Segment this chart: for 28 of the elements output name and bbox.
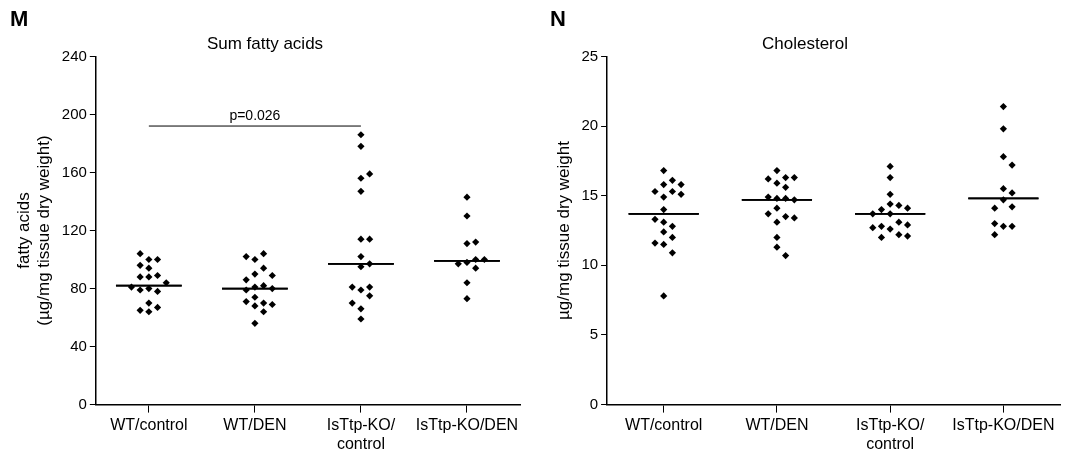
chart-title: Sum fatty acids: [206, 33, 324, 53]
y-axis-title: µg/mg tissue dry weight: [553, 140, 573, 320]
y-tick-label: 120: [61, 220, 87, 238]
y-tick-label: 160: [61, 162, 87, 180]
y-tick-label: 80: [70, 278, 87, 296]
y-tick-label: 240: [61, 46, 87, 64]
x-tick-label: IsTtp-KO/DEN: [415, 415, 519, 433]
y-tick-label: 20: [581, 116, 599, 134]
chart-title: Cholesterol: [762, 33, 848, 53]
x-tick-label: WT/DEN: [745, 415, 809, 433]
x-tick-label: WT/DEN: [223, 415, 287, 433]
y-tick-label: 5: [589, 325, 599, 343]
y-tick-label: 40: [70, 336, 87, 354]
y-tick-label: 0: [589, 394, 599, 412]
y-tick-label: 15: [581, 185, 599, 203]
x-tick-label: WT/control: [625, 415, 703, 433]
x-tick-label: IsTtp-KO/DEN: [952, 415, 1055, 433]
y-axis-title: fatty acids (µg/mg tissue dry weight): [13, 135, 54, 326]
x-tick-label: IsTtp-KO/control: [855, 415, 925, 452]
y-tick-label: 10: [581, 255, 599, 273]
text: M: [10, 6, 29, 32]
y-tick-label: 0: [78, 394, 87, 412]
x-tick-label: IsTtp-KO/control: [326, 415, 396, 452]
y-tick-label: 25: [581, 46, 599, 64]
text: N: [550, 6, 566, 32]
annotation: p=0.026: [229, 106, 281, 123]
x-tick-label: WT/control: [110, 415, 188, 433]
y-tick-label: 200: [61, 104, 87, 122]
